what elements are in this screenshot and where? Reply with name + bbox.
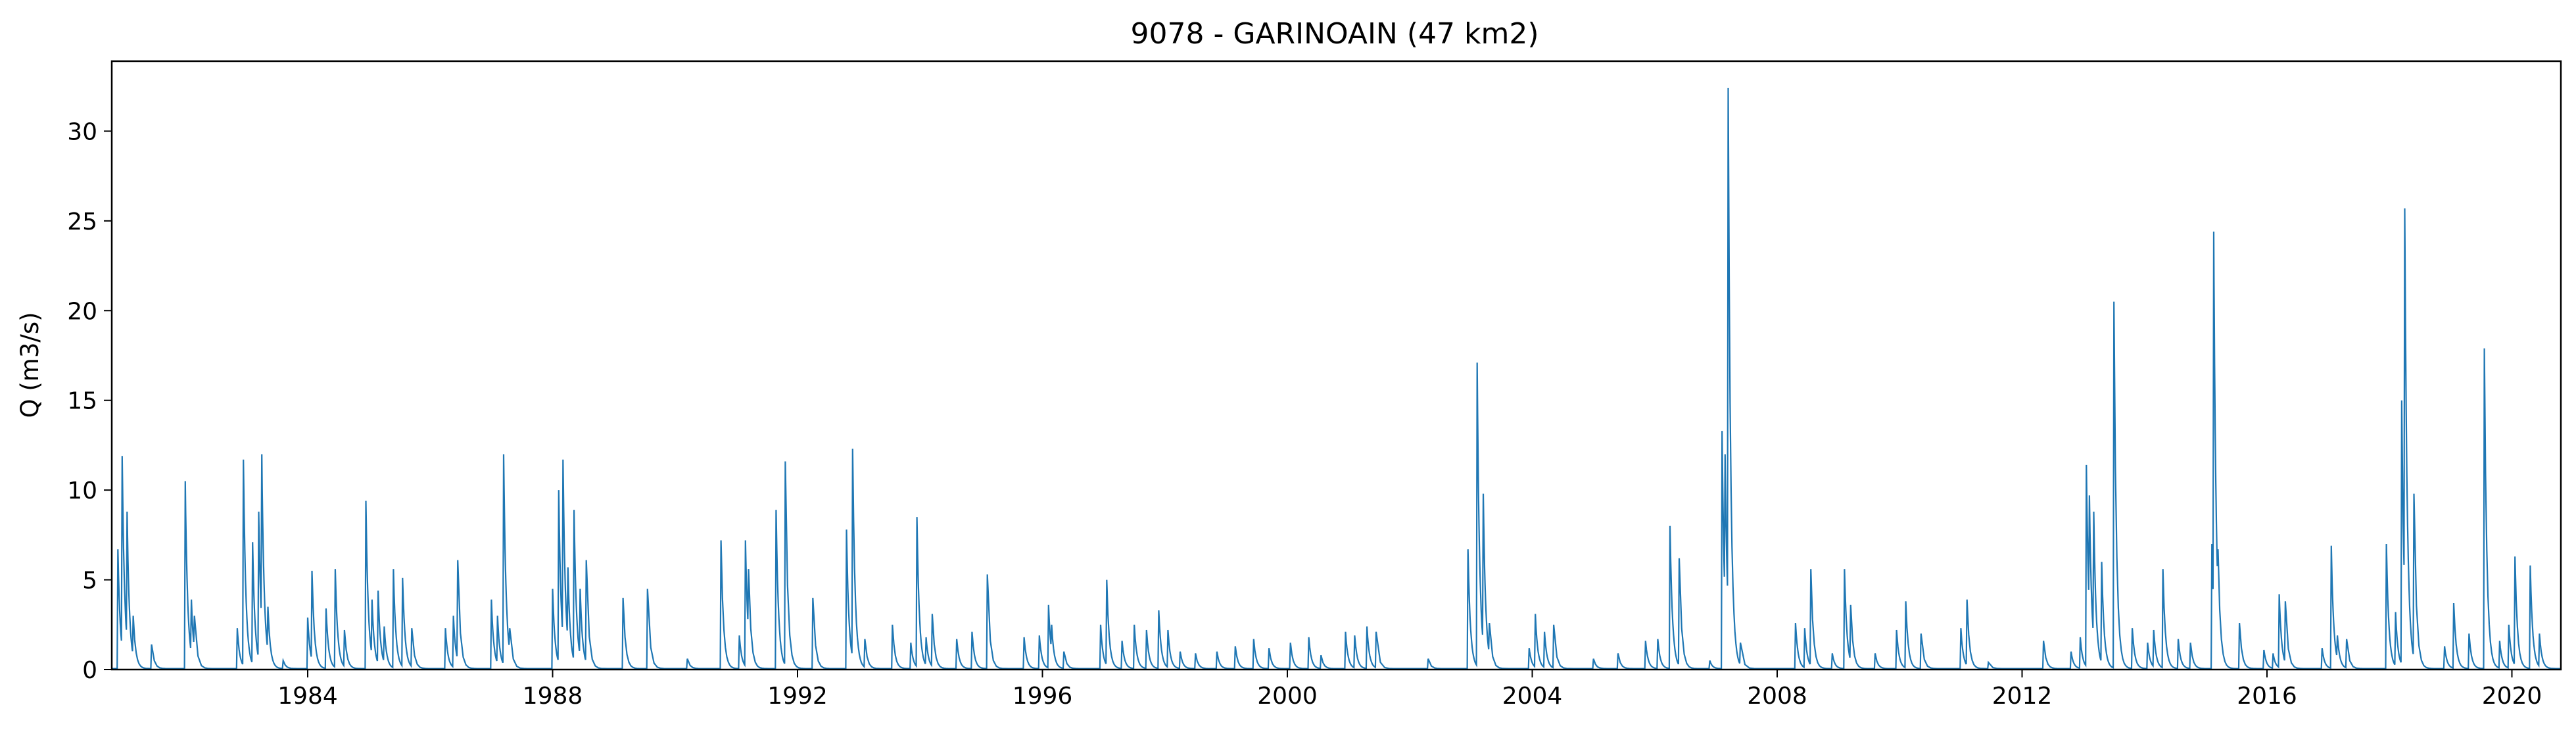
discharge-series-line bbox=[112, 87, 2561, 670]
y-tick-label: 5 bbox=[82, 568, 97, 595]
x-tick-label: 1984 bbox=[277, 683, 338, 710]
y-tick-label: 20 bbox=[67, 298, 97, 325]
plot-area bbox=[112, 87, 2561, 670]
y-tick-label: 25 bbox=[67, 208, 97, 235]
plot-frame bbox=[110, 60, 2562, 671]
y-tick-label: 10 bbox=[67, 477, 97, 504]
x-tick-label: 1988 bbox=[523, 683, 583, 710]
x-tick-label: 2016 bbox=[2237, 683, 2297, 710]
x-tick-label: 2008 bbox=[1747, 683, 1807, 710]
x-tick-label: 2000 bbox=[1257, 683, 1318, 710]
x-tick-label: 2020 bbox=[2482, 683, 2542, 710]
x-axis-ticks: 1984 1988 1992 1996 2000 2004 2008 2012 2016 2020 bbox=[277, 670, 2542, 710]
y-tick-label: 15 bbox=[67, 388, 97, 415]
y-axis-ticks: 0 5 10 15 20 25 30 bbox=[67, 118, 112, 684]
x-tick-label: 2004 bbox=[1502, 683, 1563, 710]
y-tick-label: 30 bbox=[67, 118, 97, 145]
x-tick-label: 1992 bbox=[767, 683, 828, 710]
chart-title: 9078 - GARINOAIN (47 km2) bbox=[1131, 17, 1539, 51]
x-tick-label: 1996 bbox=[1013, 683, 1073, 710]
y-tick-label: 0 bbox=[82, 657, 97, 684]
y-axis-title: Q (m3/s) bbox=[16, 312, 44, 418]
x-tick-label: 2012 bbox=[1992, 683, 2053, 710]
